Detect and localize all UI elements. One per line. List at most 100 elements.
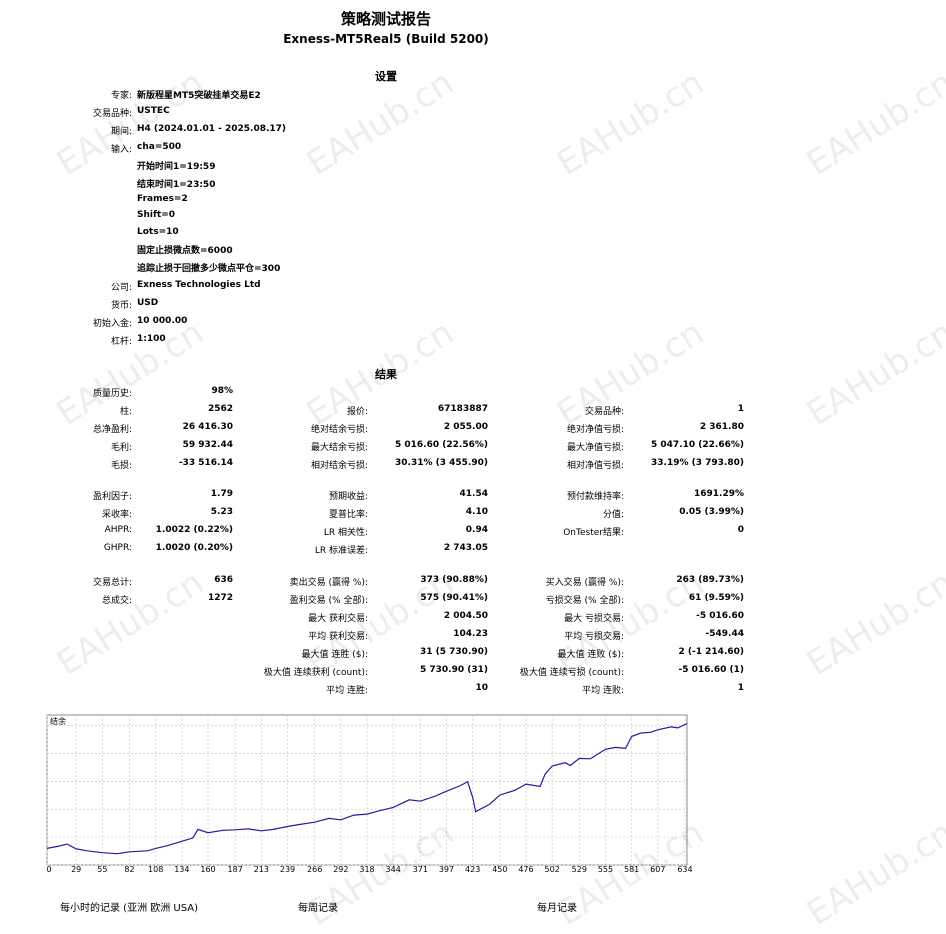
- balance-series-line: [46, 723, 688, 855]
- x-tick-label: 397: [439, 865, 454, 872]
- x-tick-label: 318: [359, 865, 374, 872]
- result-value: 2 743.05: [443, 543, 488, 553]
- x-tick-label: 29: [71, 865, 81, 872]
- x-tick-label: 239: [280, 865, 295, 872]
- balance-chart: 0 29 55 82 108 134 160 187 213 239 266 292 318 344 371…: [46, 714, 692, 872]
- result-label: LR 相关性:: [323, 528, 368, 538]
- x-tick-label: 371: [413, 865, 428, 872]
- monthly-records-label: 每月记录: [537, 903, 577, 914]
- x-tick-label: 266: [307, 865, 322, 872]
- result-value: 0: [737, 525, 744, 535]
- result-value: 5 047.10 (22.66%): [651, 440, 744, 450]
- result-label: 分值:: [602, 510, 624, 520]
- result-value: 31 (5 730.90): [419, 647, 488, 657]
- result-label: 交易总计:: [92, 578, 132, 588]
- result-value: 2562: [207, 404, 233, 414]
- result-label: 毛损:: [110, 461, 132, 471]
- x-tick-label: 55: [97, 865, 107, 872]
- result-label: 最大值 连败 ($):: [557, 650, 624, 660]
- result-label: LR 标准误差:: [314, 546, 368, 556]
- result-label: 买入交易 (赢得 %):: [545, 578, 624, 588]
- weekly-records-label: 每周记录: [298, 903, 338, 914]
- result-value: 2 361.80: [699, 422, 744, 432]
- result-value: 26 416.30: [182, 422, 233, 432]
- result-label: AHPR:: [104, 525, 132, 535]
- x-tick-label: 450: [492, 865, 507, 872]
- result-label: 盈利因子:: [92, 492, 132, 502]
- currency-value: USD: [137, 298, 159, 308]
- result-value: 67183887: [437, 404, 488, 414]
- hourly-records-label: 每小时的记录 (亚洲 欧洲 USA): [60, 903, 199, 914]
- result-label: 总净盈利:: [92, 425, 132, 435]
- result-label: 极大值 连续获利 (count):: [263, 668, 368, 678]
- symbol-label: 交易品种:: [92, 109, 132, 119]
- currency-label: 货币:: [110, 301, 132, 311]
- settings-header: 设置: [375, 70, 397, 83]
- symbol-value: USTEC: [137, 106, 170, 116]
- result-value: -5 016.60 (1): [678, 665, 744, 675]
- watermark: EAHub.cn: [800, 812, 946, 934]
- result-value: 575 (90.41%): [420, 593, 488, 603]
- x-tick-label: 581: [624, 865, 639, 872]
- result-value: 0.94: [465, 525, 488, 535]
- result-label: 最大值 连胜 ($):: [301, 650, 368, 660]
- x-tick-label: 213: [254, 865, 269, 872]
- result-value: 1.0020 (0.20%): [155, 543, 233, 553]
- result-label: GHPR:: [103, 543, 132, 553]
- result-label: 绝对净值亏损:: [566, 425, 624, 435]
- input-param: 追踪止损于回撤多少微点平仓=300: [137, 264, 281, 274]
- leverage-value: 1:100: [137, 334, 166, 344]
- input-param: Frames=2: [137, 194, 188, 204]
- result-label: 预付款维持率:: [566, 492, 624, 502]
- result-value: 59 932.44: [182, 440, 233, 450]
- result-label: 夏普比率:: [328, 510, 368, 520]
- input-param: 固定止损微点数=6000: [137, 246, 233, 256]
- result-label: 总成交:: [101, 596, 132, 606]
- x-tick-label: 607: [650, 865, 665, 872]
- x-tick-label: 502: [545, 865, 560, 872]
- result-label: 平均 连败:: [582, 686, 624, 696]
- result-value: 5 016.60 (22.56%): [395, 440, 488, 450]
- watermark: EAHub.cn: [800, 312, 946, 434]
- x-tick-label: 134: [174, 865, 189, 872]
- result-label: 最大结余亏损:: [310, 443, 368, 453]
- x-tick-label: 292: [333, 865, 348, 872]
- result-label: 盈利交易 (% 全部):: [289, 596, 368, 606]
- result-value: 373 (90.88%): [420, 575, 488, 585]
- result-label: 最大 亏损交易:: [564, 614, 624, 624]
- x-tick-label: 187: [228, 865, 243, 872]
- result-label: 亏损交易 (% 全部):: [545, 596, 624, 606]
- result-label: 相对结余亏损:: [310, 461, 368, 471]
- x-tick-label: 555: [598, 865, 613, 872]
- result-label: 质量历史:: [92, 389, 132, 399]
- inputs-label: 输入:: [110, 145, 132, 155]
- result-label: 毛利:: [110, 443, 132, 453]
- result-value: 4.10: [465, 507, 488, 517]
- deposit-value: 10 000.00: [137, 316, 188, 326]
- result-value: 2 055.00: [443, 422, 488, 432]
- result-value: 1272: [207, 593, 233, 603]
- result-label: 卖出交易 (赢得 %):: [289, 578, 368, 588]
- result-label: 采收率:: [101, 510, 132, 520]
- server-build: Exness-MT5Real5 (Build 5200): [283, 32, 489, 46]
- expert-label: 专家:: [110, 91, 132, 101]
- result-value: 30.31% (3 455.90): [395, 458, 488, 468]
- result-value: 33.19% (3 793.80): [651, 458, 744, 468]
- input-param: 结束时间1=23:50: [137, 180, 216, 190]
- results-header: 结果: [375, 368, 397, 381]
- leverage-label: 杠杆:: [110, 337, 132, 347]
- period-label: 期间:: [110, 127, 132, 137]
- result-label: OnTester结果:: [563, 528, 624, 538]
- company-label: 公司:: [110, 283, 132, 293]
- x-tick-label: 344: [386, 865, 401, 872]
- result-label: 最大 获利交易:: [308, 614, 368, 624]
- result-value: 10: [475, 683, 488, 693]
- result-label: 交易品种:: [584, 407, 624, 417]
- result-label: 平均 连胜:: [326, 686, 368, 696]
- period-value: H4 (2024.01.01 - 2025.08.17): [137, 124, 287, 134]
- result-label: 最大净值亏损:: [566, 443, 624, 453]
- result-value: -549.44: [705, 629, 744, 639]
- report-title: 策略测试报告: [340, 10, 431, 28]
- result-label: 平均 获利交易:: [308, 632, 368, 642]
- result-value: -33 516.14: [178, 458, 233, 468]
